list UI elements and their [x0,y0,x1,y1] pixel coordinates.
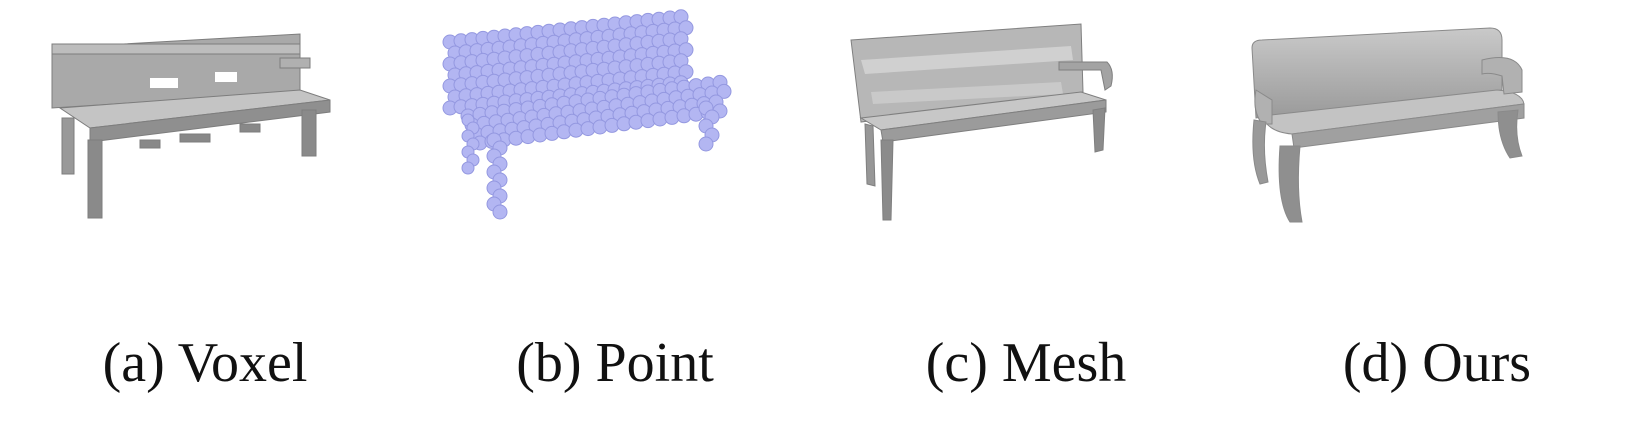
panel-ours: (d) Ours [1232,0,1642,438]
mesh-bench-image [850,23,1113,221]
caption-mesh: (c) Mesh [925,332,1127,394]
caption-point: (b) Point [516,332,714,394]
caption-voxel: (a) Voxel [102,332,308,394]
panel-voxel: (a) Voxel [0,0,410,438]
panel-mesh: (c) Mesh [821,0,1231,438]
panel-point: (b) Point [410,0,820,438]
caption-ours: (d) Ours [1342,332,1532,394]
ours-bench-image [1251,27,1525,223]
point-bench-image [442,9,732,220]
voxel-bench-image [51,33,331,219]
